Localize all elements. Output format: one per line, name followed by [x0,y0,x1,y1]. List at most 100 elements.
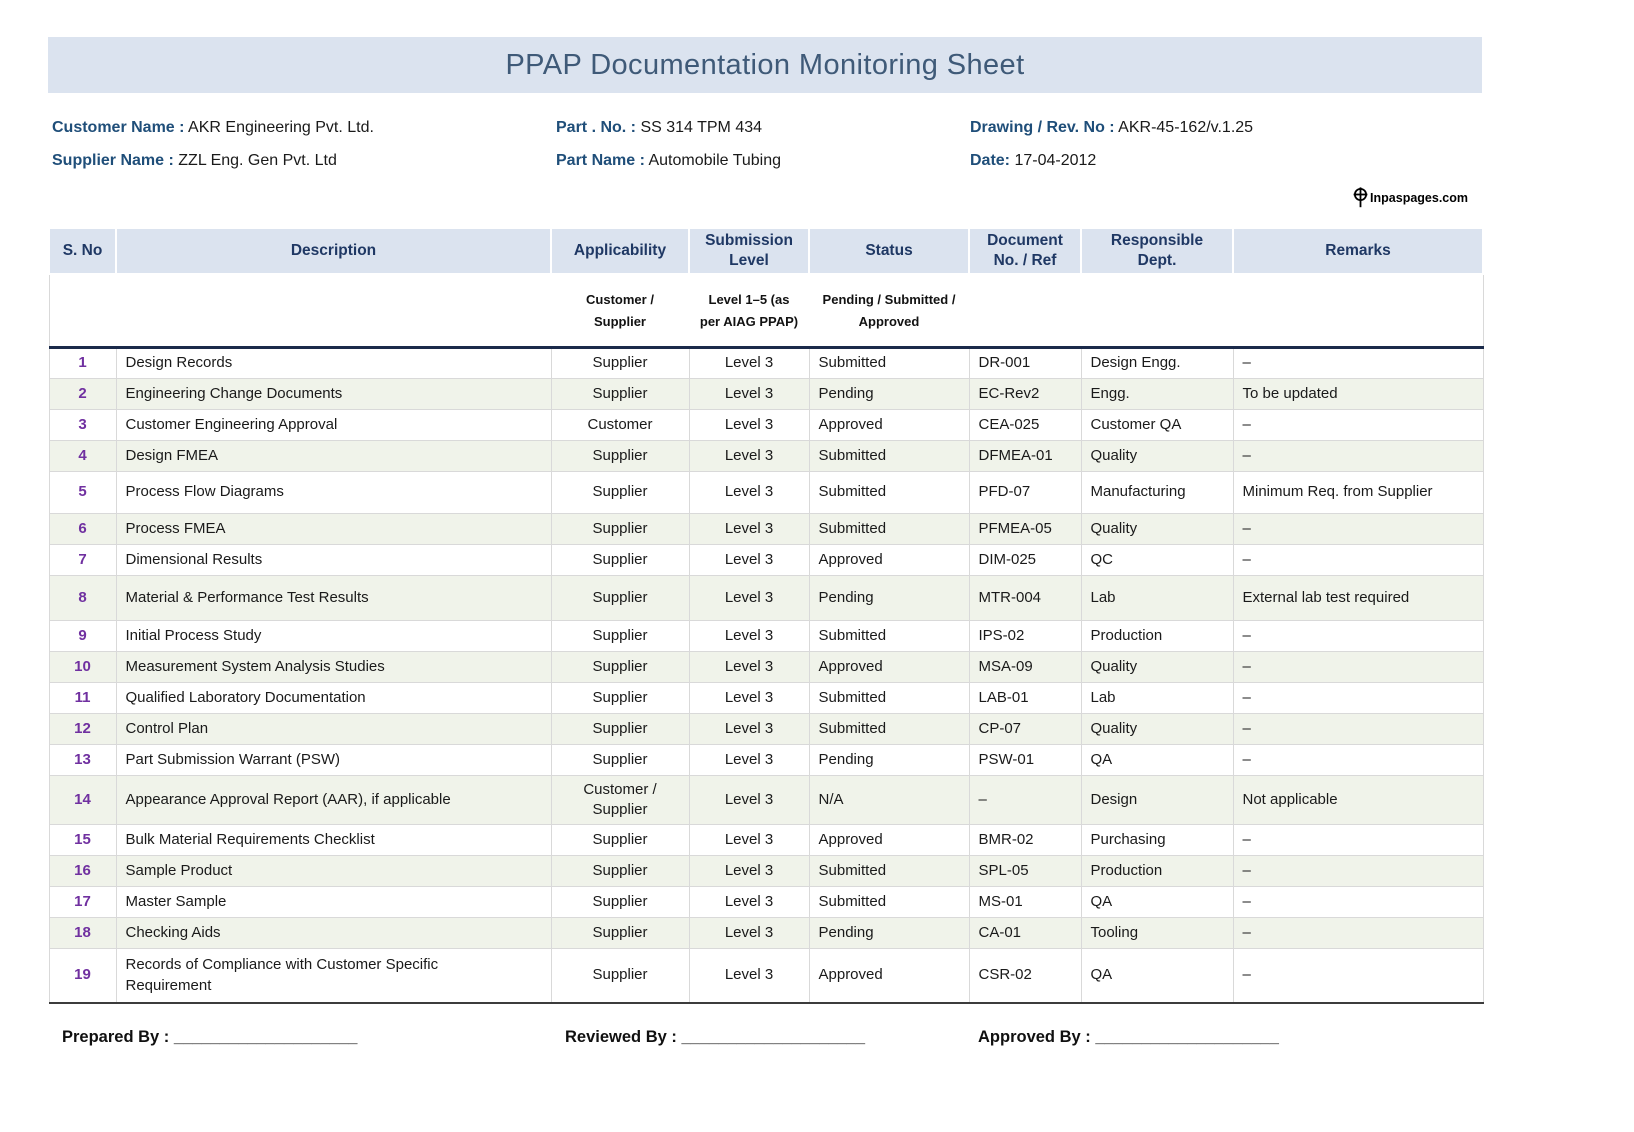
cell-sno: 5 [48,470,117,514]
part-no-label: Part . No. : [556,119,637,136]
table-row: 1 Design Records Supplier Level 3 Submitted D… [48,346,1484,379]
cell-sno: 4 [48,439,117,472]
cell-remarks: – [1232,948,1484,1004]
cell-doc-ref: DIM-025 [968,543,1082,576]
cell-responsible-dept: QA [1080,948,1234,1004]
cell-submission-level: Level 3 [688,743,810,776]
cell-responsible-dept: Purchasing [1080,824,1234,857]
cell-responsible-dept: Design [1080,774,1234,826]
cell-applicability: Supplier [550,512,690,545]
logo-text: Inpaspages.com [1370,190,1468,205]
cell-doc-ref: MSA-09 [968,650,1082,683]
info-row-1: Customer Name : AKR Engineering Pvt. Ltd… [48,119,1482,152]
cell-status: Approved [808,824,970,857]
cell-doc-ref: PFMEA-05 [968,512,1082,545]
cell-responsible-dept: Production [1080,855,1234,888]
table-row: 9 Initial Process Study Supplier Level 3 Sub… [48,619,1484,652]
cell-responsible-dept: QA [1080,743,1234,776]
cell-submission-level: Level 3 [688,619,810,652]
cell-status: Submitted [808,439,970,472]
cell-responsible-dept: Tooling [1080,917,1234,950]
cell-responsible-dept: QC [1080,543,1234,576]
cell-description: Design FMEA [115,439,552,472]
prepared-by-field: Prepared By : ____________________ [62,1028,357,1047]
cell-applicability: Supplier [550,346,690,379]
cell-applicability: Supplier [550,574,690,621]
cell-description: Appearance Approval Report (AAR), if app… [115,774,552,826]
col-header-status: Status [808,226,970,276]
subheader-sno [48,274,116,349]
cell-remarks: – [1232,408,1484,441]
cell-doc-ref: SPL-05 [968,855,1082,888]
subheader-applicability: Customer / Supplier [551,274,689,349]
cell-responsible-dept: Quality [1080,439,1234,472]
reviewed-by-field: Reviewed By : ____________________ [565,1028,865,1047]
cell-remarks: To be updated [1232,377,1484,410]
cell-remarks: – [1232,619,1484,652]
cell-doc-ref: DFMEA-01 [968,439,1082,472]
cell-applicability: Supplier [550,681,690,714]
cell-responsible-dept: Quality [1080,712,1234,745]
ppap-table: S. No Description Applicability Submissi… [48,226,1484,1004]
column-header-row: S. No Description Applicability Submissi… [48,226,1484,276]
cell-doc-ref: CSR-02 [968,948,1082,1004]
approved-by-line: ____________________ [1095,1027,1279,1046]
cell-doc-ref: LAB-01 [968,681,1082,714]
cell-remarks: Not applicable [1232,774,1484,826]
cell-description: Material & Performance Test Results [115,574,552,621]
logo-row: Inpaspages.com [48,187,1482,213]
cell-sno: 19 [48,948,117,1004]
date-value: 17-04-2012 [1014,152,1097,169]
table-row: 7 Dimensional Results Supplier Level 3 Appro… [48,543,1484,576]
cell-status: Pending [808,377,970,410]
customer-name-field: Customer Name : AKR Engineering Pvt. Ltd… [52,119,374,137]
subheader-docref [969,274,1081,349]
table-row: 12 Control Plan Supplier Level 3 Submitted CP… [48,712,1484,745]
cell-doc-ref: BMR-02 [968,824,1082,857]
cell-applicability: Supplier [550,470,690,514]
cell-submission-level: Level 3 [688,512,810,545]
cell-description: Design Records [115,346,552,379]
cell-submission-level: Level 3 [688,470,810,514]
cell-responsible-dept: Engg. [1080,377,1234,410]
cell-applicability: Supplier [550,743,690,776]
cell-submission-level: Level 3 [688,574,810,621]
cell-remarks: – [1232,824,1484,857]
subheader-status: Pending / Submitted / Approved [809,274,969,349]
header-info: Customer Name : AKR Engineering Pvt. Ltd… [48,119,1482,185]
page-title: PPAP Documentation Monitoring Sheet [505,48,1025,81]
supplier-name-value: ZZL Eng. Gen Pvt. Ltd [178,152,337,169]
reviewed-by-line: ____________________ [681,1027,865,1046]
cell-description: Dimensional Results [115,543,552,576]
approved-by-field: Approved By : ____________________ [978,1028,1279,1047]
col-header-submission: Submission Level [688,226,810,276]
table-row: 14 Appearance Approval Report (AAR), if a… [48,774,1484,826]
cell-status: Pending [808,743,970,776]
cell-doc-ref: PFD-07 [968,470,1082,514]
cell-status: Approved [808,408,970,441]
cell-sno: 18 [48,917,117,950]
cell-sno: 3 [48,408,117,441]
cell-submission-level: Level 3 [688,712,810,745]
table-row: 11 Qualified Laboratory Documentation Supp… [48,681,1484,714]
cell-submission-level: Level 3 [688,543,810,576]
reviewed-by-label: Reviewed By : [565,1027,677,1046]
table-row: 19 Records of Compliance with Customer Sp… [48,948,1484,1004]
cell-applicability: Supplier [550,886,690,919]
title-bar: PPAP Documentation Monitoring Sheet [48,37,1482,93]
col-header-dept: Responsible Dept. [1080,226,1234,276]
col-header-sno: S. No [48,226,117,276]
table-row: 17 Master Sample Supplier Level 3 Submitted M… [48,886,1484,919]
cell-status: Submitted [808,681,970,714]
cell-sno: 11 [48,681,117,714]
cell-submission-level: Level 3 [688,650,810,683]
cell-doc-ref: – [968,774,1082,826]
table-row: 5 Process Flow Diagrams Supplier Level 3 Sub… [48,470,1484,514]
cell-sno: 7 [48,543,117,576]
col-header-remarks: Remarks [1232,226,1484,276]
cell-remarks: External lab test required [1232,574,1484,621]
part-no-field: Part . No. : SS 314 TPM 434 [556,119,762,137]
table-row: 18 Checking Aids Supplier Level 3 Pending CA-… [48,917,1484,950]
subheader-description [116,274,551,349]
cell-sno: 6 [48,512,117,545]
